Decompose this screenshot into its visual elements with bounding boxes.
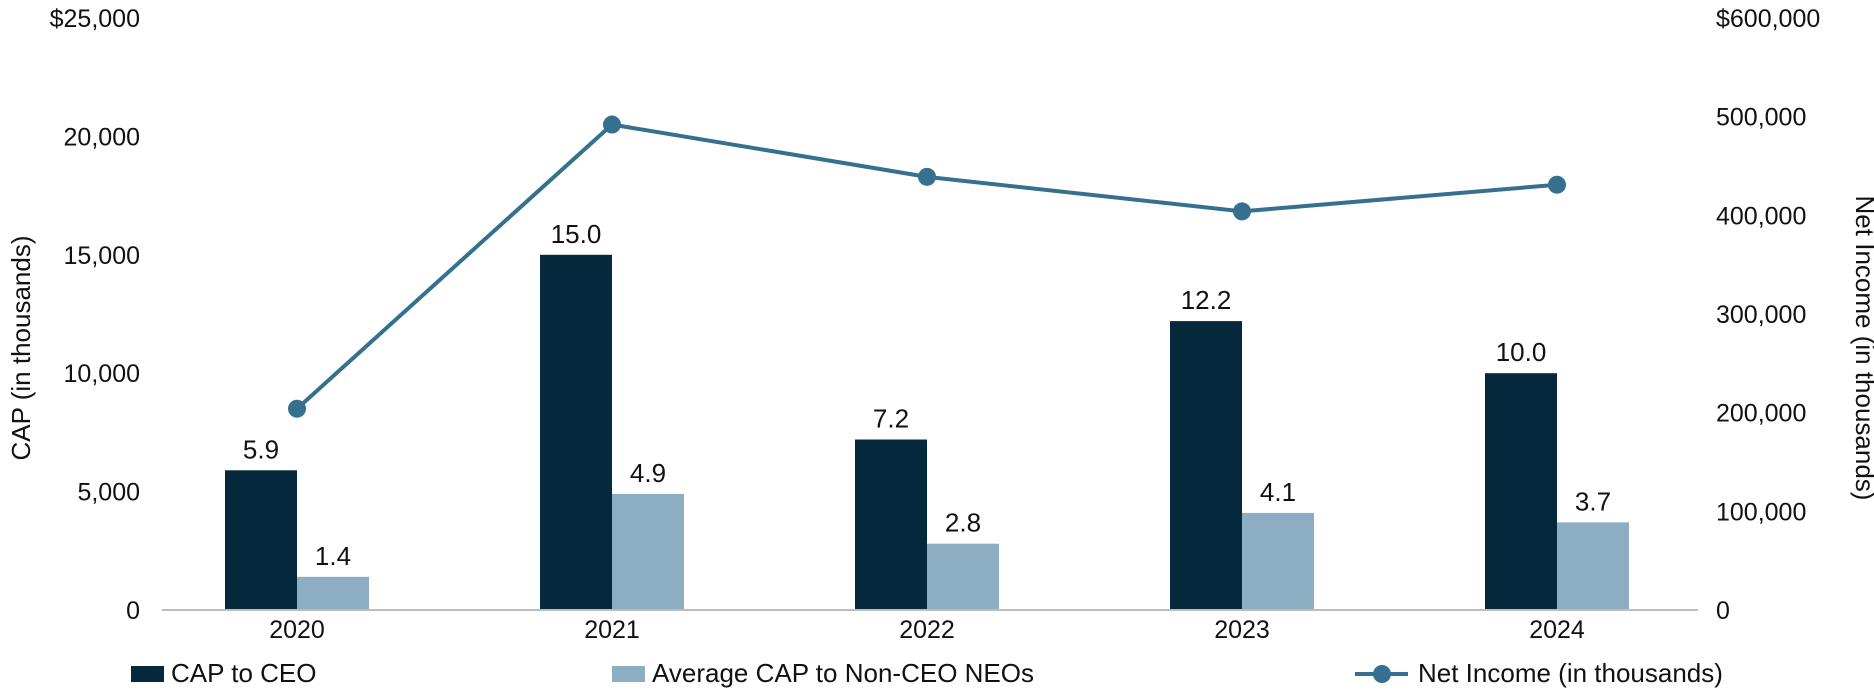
bar-avg-cap-non-ceo-2023 (1242, 512, 1314, 610)
right-axis-tick-label: 200,000 (1716, 400, 1806, 428)
bar-cap-to-ceo-2020 (225, 470, 297, 610)
x-axis-tick-label: 2020 (269, 616, 325, 644)
bar-avg-cap-non-ceo-2020 (297, 576, 369, 610)
data-label: 4.9 (630, 458, 666, 488)
legend-label: Net Income (in thousands) (1418, 658, 1723, 688)
data-label: 3.7 (1575, 486, 1611, 516)
x-axis-ticks: 2020 2021 2022 2023 2024 (269, 616, 1585, 644)
legend-label: CAP to CEO (171, 658, 316, 688)
legend-label: Average CAP to Non-CEO NEOs (652, 658, 1034, 688)
bar-cap-to-ceo-2023 (1170, 321, 1242, 610)
left-axis-tick-label: 20,000 (64, 123, 140, 151)
legend-swatch-cap-to-ceo (131, 666, 164, 682)
right-axis-tick-label: 100,000 (1716, 498, 1806, 526)
data-label: 5.9 (243, 434, 279, 464)
x-axis-tick-label: 2023 (1214, 616, 1270, 644)
data-label: 2.8 (945, 508, 981, 538)
left-axis-tick-label: 10,000 (64, 360, 140, 388)
left-axis-tick-label: 0 (126, 597, 140, 625)
bar-cap-to-ceo-2021 (540, 254, 612, 611)
bar-avg-cap-non-ceo-2022 (927, 543, 999, 610)
right-axis-tick-label: 400,000 (1716, 202, 1806, 230)
data-label: 12.2 (1181, 285, 1232, 315)
data-label: 4.1 (1260, 477, 1296, 507)
net-income-point-2020 (288, 399, 306, 418)
right-axis-title: Net Income (in thousands) (1850, 196, 1874, 501)
net-income-line (295, 122, 1558, 411)
net-income-point-2023 (1233, 202, 1251, 221)
right-axis-ticks: 0 100,000 200,000 300,000 400,000 500,000 $600… (1716, 5, 1820, 625)
left-axis-title: CAP (in thousands) (6, 236, 36, 461)
data-label: 10.0 (1496, 337, 1547, 367)
bar-cap-to-ceo-2022 (855, 439, 927, 610)
data-label: 7.2 (873, 404, 909, 434)
left-axis-tick-label: 5,000 (77, 479, 140, 507)
legend-swatch-net-income-marker (1373, 665, 1391, 683)
x-axis-tick-label: 2021 (584, 616, 640, 644)
bar-cap-to-ceo-2024 (1485, 373, 1557, 610)
data-label: 1.4 (315, 541, 351, 571)
right-axis-tick-label: $600,000 (1716, 5, 1820, 33)
data-label: 15.0 (551, 219, 602, 249)
left-axis-tick-label: 15,000 (64, 242, 140, 270)
bar-series-group: 5.9 15.0 7.2 12.2 10.0 1.4 4.9 2.8 4.1 3.7 (225, 219, 1629, 611)
legend: CAP to CEO Average CAP to Non-CEO NEOs Net… (131, 658, 1723, 688)
net-income-point-2021 (603, 115, 621, 134)
legend-swatch-avg-cap-non-ceo (612, 666, 645, 682)
right-axis-tick-label: 300,000 (1716, 301, 1806, 329)
bar-avg-cap-non-ceo-2021 (612, 493, 684, 610)
bar-avg-cap-non-ceo-2024 (1557, 522, 1629, 610)
net-income-line-group (288, 115, 1566, 418)
x-axis-tick-label: 2024 (1529, 616, 1585, 644)
left-axis-ticks: 0 5,000 10,000 15,000 20,000 $25,000 (50, 5, 140, 625)
net-income-point-2024 (1548, 175, 1566, 194)
x-axis-tick-label: 2022 (899, 616, 955, 644)
left-axis-tick-label: $25,000 (50, 5, 140, 33)
right-axis-tick-label: 0 (1716, 597, 1730, 625)
net-income-point-2022 (918, 167, 936, 186)
right-axis-tick-label: 500,000 (1716, 104, 1806, 132)
